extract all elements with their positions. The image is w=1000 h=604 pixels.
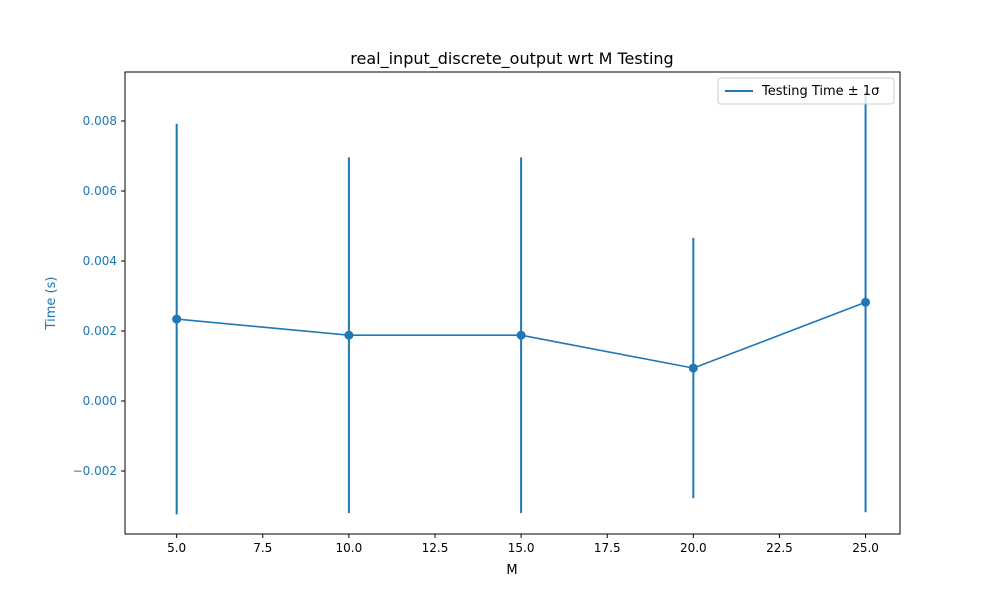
y-tick-label: 0.000 bbox=[83, 394, 117, 408]
data-point bbox=[861, 297, 871, 307]
data-point bbox=[516, 330, 526, 340]
x-tick-label: 22.5 bbox=[766, 541, 793, 555]
x-tick-label: 10.0 bbox=[336, 541, 363, 555]
plot-frame bbox=[124, 71, 901, 535]
x-tick-label: 5.0 bbox=[167, 541, 186, 555]
chart-title: real_input_discrete_output wrt M Testing bbox=[350, 49, 673, 69]
data-point bbox=[688, 363, 698, 373]
x-tick-label: 15.0 bbox=[508, 541, 535, 555]
legend: Testing Time ± 1σ bbox=[717, 77, 895, 105]
x-tick-label: 20.0 bbox=[680, 541, 707, 555]
y-tick-label: 0.008 bbox=[83, 114, 117, 128]
y-tick-label: 0.004 bbox=[83, 254, 117, 268]
y-tick-label: −0.002 bbox=[73, 464, 117, 478]
x-tick-label: 25.0 bbox=[852, 541, 879, 555]
x-axis-label: M bbox=[506, 563, 517, 578]
y-tick-label: 0.006 bbox=[83, 184, 117, 198]
plot-layer: 5.0 7.5 10.0 12.5 15.0 17.5 20.0 22.5 25.0 −0.002… bbox=[73, 92, 879, 555]
data-point bbox=[344, 330, 354, 340]
y-tick-label: 0.002 bbox=[83, 324, 117, 338]
legend-label: Testing Time ± 1σ bbox=[761, 84, 879, 99]
x-tick-label: 7.5 bbox=[253, 541, 272, 555]
x-tick-label: 17.5 bbox=[594, 541, 621, 555]
x-tick-label: 12.5 bbox=[422, 541, 449, 555]
y-axis-label: Time (s) bbox=[44, 277, 59, 331]
legend-box bbox=[717, 77, 895, 105]
data-point bbox=[172, 314, 182, 324]
